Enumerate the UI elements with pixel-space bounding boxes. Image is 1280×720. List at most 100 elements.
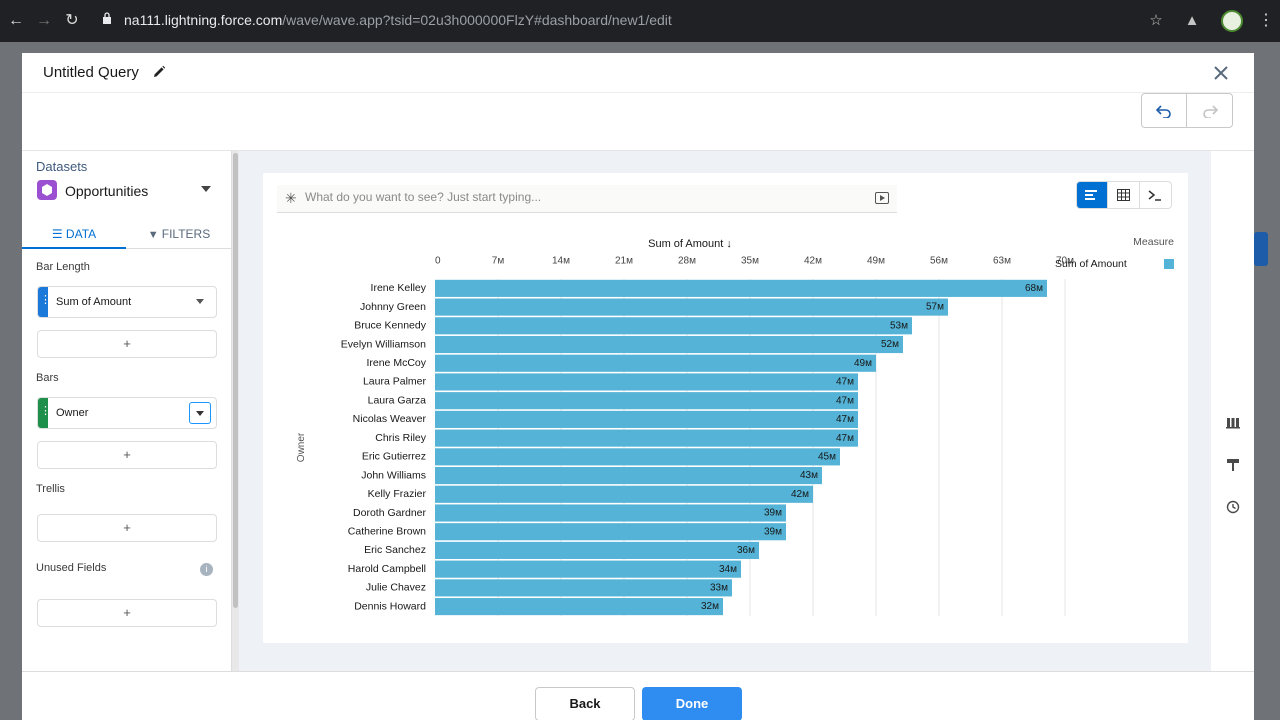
table-icon: [1117, 189, 1131, 201]
query-toolbar: [22, 93, 1254, 151]
x-tick-label: 56м: [930, 256, 948, 267]
x-tick-label: 7м: [492, 256, 505, 267]
format-paint-icon[interactable]: [1225, 457, 1241, 473]
right-rail: [1211, 151, 1254, 671]
undo-redo-group: [1141, 93, 1233, 128]
url-path: /wave/wave.app?tsid=02u3h000000FlzY#dash…: [282, 12, 672, 28]
bars-field-pill[interactable]: Owner: [37, 397, 217, 429]
x-tick-label: 70м: [1056, 256, 1074, 267]
bar-value-label: 34м: [719, 564, 737, 575]
done-button[interactable]: Done: [642, 687, 742, 720]
query-editor-modal: Untitled Query Datasets Opportunities ☰ …: [22, 53, 1254, 720]
close-icon[interactable]: [1211, 63, 1231, 83]
drive-icon[interactable]: ▲: [1184, 12, 1200, 29]
forward-arrow-icon[interactable]: →: [36, 12, 52, 29]
bar: [435, 504, 786, 522]
bar: [435, 298, 948, 316]
bar: [435, 560, 741, 578]
url-host: na111.lightning.force.com: [124, 12, 283, 28]
add-unused-field-button[interactable]: +: [37, 599, 217, 627]
tab-filters-label: FILTERS: [161, 227, 211, 241]
x-tick-label: 21м: [615, 256, 633, 267]
bar: [435, 485, 813, 503]
play-icon[interactable]: [875, 192, 889, 204]
category-label: Nicolas Weaver: [353, 413, 427, 425]
bar-value-label: 47м: [836, 433, 854, 444]
profile-avatar[interactable]: [1221, 10, 1243, 32]
bar: [435, 317, 912, 335]
query-search-box[interactable]: ✳ What do you want to see? Just start ty…: [277, 185, 897, 213]
x-tick-label: 28м: [678, 256, 696, 267]
filter-icon: ▼: [147, 229, 162, 241]
x-tick-label: 14м: [552, 256, 570, 267]
tab-data-label: DATA: [65, 227, 97, 241]
category-label: Julie Chavez: [366, 582, 426, 594]
star-icon[interactable]: ☆: [1149, 12, 1163, 29]
legend-label: Sum of Amount: [1055, 258, 1127, 270]
back-arrow-icon[interactable]: ←: [8, 12, 24, 29]
tab-filters[interactable]: ▼ FILTERS: [126, 219, 231, 249]
bar: [435, 335, 903, 354]
category-label: Laura Palmer: [363, 376, 427, 388]
bar-chart-icon: [1085, 190, 1098, 200]
category-label: Irene McCoy: [366, 357, 426, 369]
category-label: Laura Garza: [368, 394, 427, 406]
tab-data[interactable]: ☰ DATA: [22, 219, 126, 249]
view-toggle: [1076, 181, 1172, 209]
search-input[interactable]: What do you want to see? Just start typi…: [305, 190, 542, 204]
category-label: Catherine Brown: [348, 526, 426, 538]
bar-length-field-pill[interactable]: Sum of Amount: [37, 286, 217, 318]
panel-scrollbar[interactable]: [232, 151, 239, 671]
modal-footer: Back Done: [22, 671, 1254, 720]
dataset-icon: [37, 180, 57, 200]
drag-handle-icon[interactable]: [38, 287, 51, 317]
category-label: John Williams: [361, 469, 426, 481]
redo-button[interactable]: [1187, 94, 1232, 127]
bar: [435, 354, 876, 372]
more-menu-icon[interactable]: ⋮: [1258, 12, 1274, 29]
trellis-label: Trellis: [36, 483, 65, 495]
bar: [435, 429, 858, 447]
fields-panel: Datasets Opportunities ☰ DATA ▼ FILTERS …: [22, 151, 232, 671]
table-view-button[interactable]: [1108, 182, 1140, 208]
x-tick-label: 35м: [741, 256, 759, 267]
url-text[interactable]: na111.lightning.force.com/wave/wave.app?…: [124, 12, 672, 28]
dataset-name[interactable]: Opportunities: [65, 183, 149, 199]
bar-value-label: 47м: [836, 377, 854, 388]
bar: [435, 579, 732, 597]
drag-handle-icon[interactable]: [38, 398, 51, 428]
saql-view-button[interactable]: [1140, 182, 1171, 208]
category-label: Evelyn Williamson: [341, 338, 426, 350]
x-tick-label: 42м: [804, 256, 822, 267]
add-measure-button[interactable]: +: [37, 330, 217, 358]
add-trellis-button[interactable]: +: [37, 514, 217, 542]
info-icon[interactable]: i: [200, 563, 213, 576]
history-clock-icon[interactable]: [1225, 499, 1241, 515]
datasets-label: Datasets: [36, 159, 88, 174]
x-tick-label: 49м: [867, 256, 885, 267]
bar-value-label: 36м: [737, 545, 755, 556]
bar: [435, 448, 840, 466]
bar: [435, 392, 858, 410]
pencil-icon[interactable]: [152, 65, 166, 79]
reload-icon[interactable]: ↻: [65, 12, 79, 29]
bar-value-label: 42м: [791, 489, 809, 500]
address-bar[interactable]: [92, 7, 1172, 35]
category-label: Eric Gutierrez: [362, 451, 426, 463]
add-grouping-button[interactable]: +: [37, 441, 217, 469]
bars-label: Bars: [36, 372, 59, 384]
bar-value-label: 52м: [881, 339, 899, 350]
bar-chart: Sum of Amount ↓ 0 7м 14м 21м 28м 35м 42м 49м 56м 6…: [296, 236, 1174, 616]
scrollbar-thumb[interactable]: [233, 153, 238, 608]
field-dropdown-icon[interactable]: [189, 402, 211, 424]
chart-card: ✳ What do you want to see? Just start ty…: [263, 173, 1188, 643]
chart-view-button[interactable]: [1077, 182, 1109, 208]
field-dropdown-icon[interactable]: [196, 299, 204, 304]
query-title[interactable]: Untitled Query: [43, 64, 139, 81]
chart-type-icon[interactable]: [1225, 414, 1241, 430]
undo-button[interactable]: [1142, 94, 1188, 127]
back-button[interactable]: Back: [535, 687, 635, 720]
redo-icon: [1202, 104, 1218, 118]
x-axis-title: Sum of Amount ↓: [648, 238, 732, 250]
dataset-dropdown-icon[interactable]: [201, 186, 211, 192]
